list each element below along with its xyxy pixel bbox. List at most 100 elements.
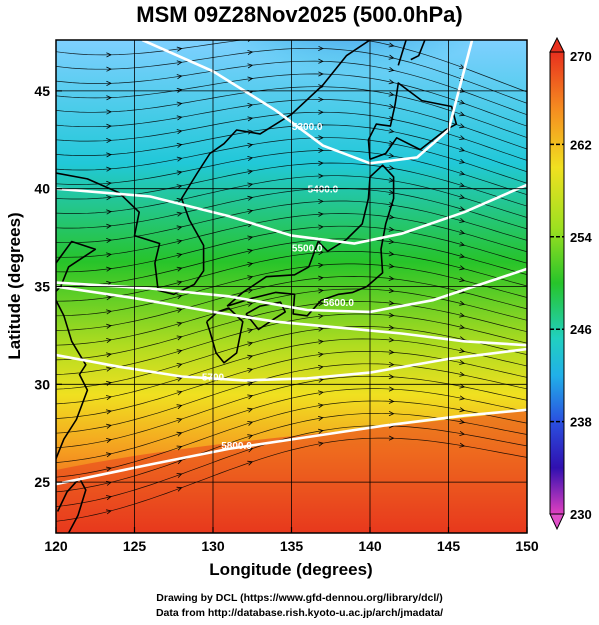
streamline-arrow (247, 50, 254, 56)
streamline-arrow (176, 473, 183, 478)
height-contour (56, 267, 527, 314)
temperature-field (56, 40, 527, 533)
streamline-arrow (318, 211, 324, 217)
streamline-arrow (105, 352, 112, 358)
streamline (56, 288, 527, 346)
streamline-arrow (530, 91, 535, 95)
colorbar-scale (549, 51, 565, 515)
streamline-arrow (530, 228, 535, 232)
streamline-arrow (106, 252, 112, 258)
streamline-arrow (106, 323, 112, 329)
streamline-arrow (317, 403, 324, 409)
coastline (245, 301, 286, 331)
streamline-arrow (459, 324, 466, 330)
streamline-arrow (247, 63, 254, 69)
streamline-arrow (459, 419, 466, 425)
streamline-arrow (176, 225, 183, 231)
streamline-arrow (247, 447, 254, 453)
streamline (56, 86, 527, 138)
streamline-arrow (247, 434, 254, 440)
streamline-arrow (106, 338, 112, 344)
streamline-arrow (247, 116, 254, 122)
streamline-arrow (105, 395, 112, 401)
streamline-arrow (530, 148, 535, 152)
streamline-arrow (530, 353, 535, 357)
streamline-arrow (318, 148, 324, 154)
streamline (56, 225, 527, 273)
streamline-arrow (459, 182, 466, 188)
streamline-arrow (176, 431, 183, 437)
streamline-arrow (318, 96, 324, 103)
colorbar-tick-label: 254 (570, 230, 592, 245)
coastline (367, 82, 458, 161)
streamline-arrow (530, 194, 535, 198)
streamline-arrow (459, 253, 466, 259)
streamline-arrow (530, 422, 535, 426)
streamline-arrow (530, 410, 535, 414)
streamline-arrow (106, 166, 112, 172)
height-contour (56, 408, 527, 486)
streamline-arrow (106, 495, 112, 501)
streamline-arrow (318, 339, 324, 345)
streamline-arrow (105, 366, 112, 372)
streamline-arrow (176, 363, 183, 368)
streamline-arrow (317, 352, 324, 358)
streamline (56, 263, 527, 317)
colorbar-tick-label: 238 (570, 415, 592, 430)
contour-label: 5600.0 (323, 298, 354, 309)
colorbar-tick-label: 246 (570, 322, 592, 337)
streamline (56, 213, 527, 258)
streamline (56, 363, 527, 434)
streamline-arrow (530, 456, 535, 460)
streamline-arrow (247, 248, 254, 254)
streamline-arrow (459, 265, 466, 271)
streamline-arrow (459, 407, 466, 413)
streamline (56, 137, 527, 184)
streamline-arrow (388, 165, 395, 171)
streamline-arrow (459, 312, 466, 318)
streamline-arrow (176, 184, 183, 190)
streamline-arrow (176, 129, 183, 135)
coastline (226, 164, 395, 317)
streamline-arrow (318, 34, 323, 38)
streamline-arrow (388, 325, 395, 331)
streamline (56, 47, 527, 104)
streamline-arrow (247, 394, 254, 400)
height-contour (56, 285, 527, 347)
streamline-arrow (459, 430, 466, 436)
streamline-arrow (247, 275, 254, 281)
streamline-arrow (318, 262, 324, 268)
lon-tick-label: 135 (280, 538, 304, 554)
streamline-arrow (317, 428, 324, 434)
streamline-arrow (106, 109, 112, 115)
streamline-arrow (388, 140, 395, 146)
colorbar: 270 262 254 246 238 230 (549, 36, 592, 531)
streamline-arrow (106, 195, 112, 201)
streamline-arrow (106, 295, 112, 301)
streamline-arrow (530, 399, 535, 403)
streamline-arrow (318, 45, 324, 51)
streamline-arrow (247, 421, 254, 426)
lat-tick-label: 40 (34, 181, 50, 197)
streamline-arrow (176, 486, 183, 492)
streamline-arrow (388, 435, 395, 441)
streamline-arrow (318, 199, 324, 205)
streamline-arrow (247, 103, 254, 109)
streamline-arrow (388, 337, 395, 343)
streamline-arrow (176, 142, 183, 148)
credit-data: Data from http://database.rish.kyoto-u.a… (155, 607, 444, 619)
streamline (56, 313, 527, 375)
streamline-arrow (247, 182, 254, 188)
streamline-arrow (247, 156, 254, 162)
streamline (56, 250, 527, 302)
streamline-arrow (176, 60, 183, 66)
streamline-arrow (459, 277, 466, 283)
streamline-arrow (247, 460, 254, 466)
streamline-arrow (388, 54, 395, 60)
streamline-arrow (318, 122, 324, 128)
colorbar-tick-label: 230 (570, 507, 592, 522)
streamline-arrow (530, 137, 535, 141)
streamline-arrow (388, 103, 395, 109)
streamline-arrow (388, 398, 395, 404)
streamline-arrow (318, 224, 324, 230)
